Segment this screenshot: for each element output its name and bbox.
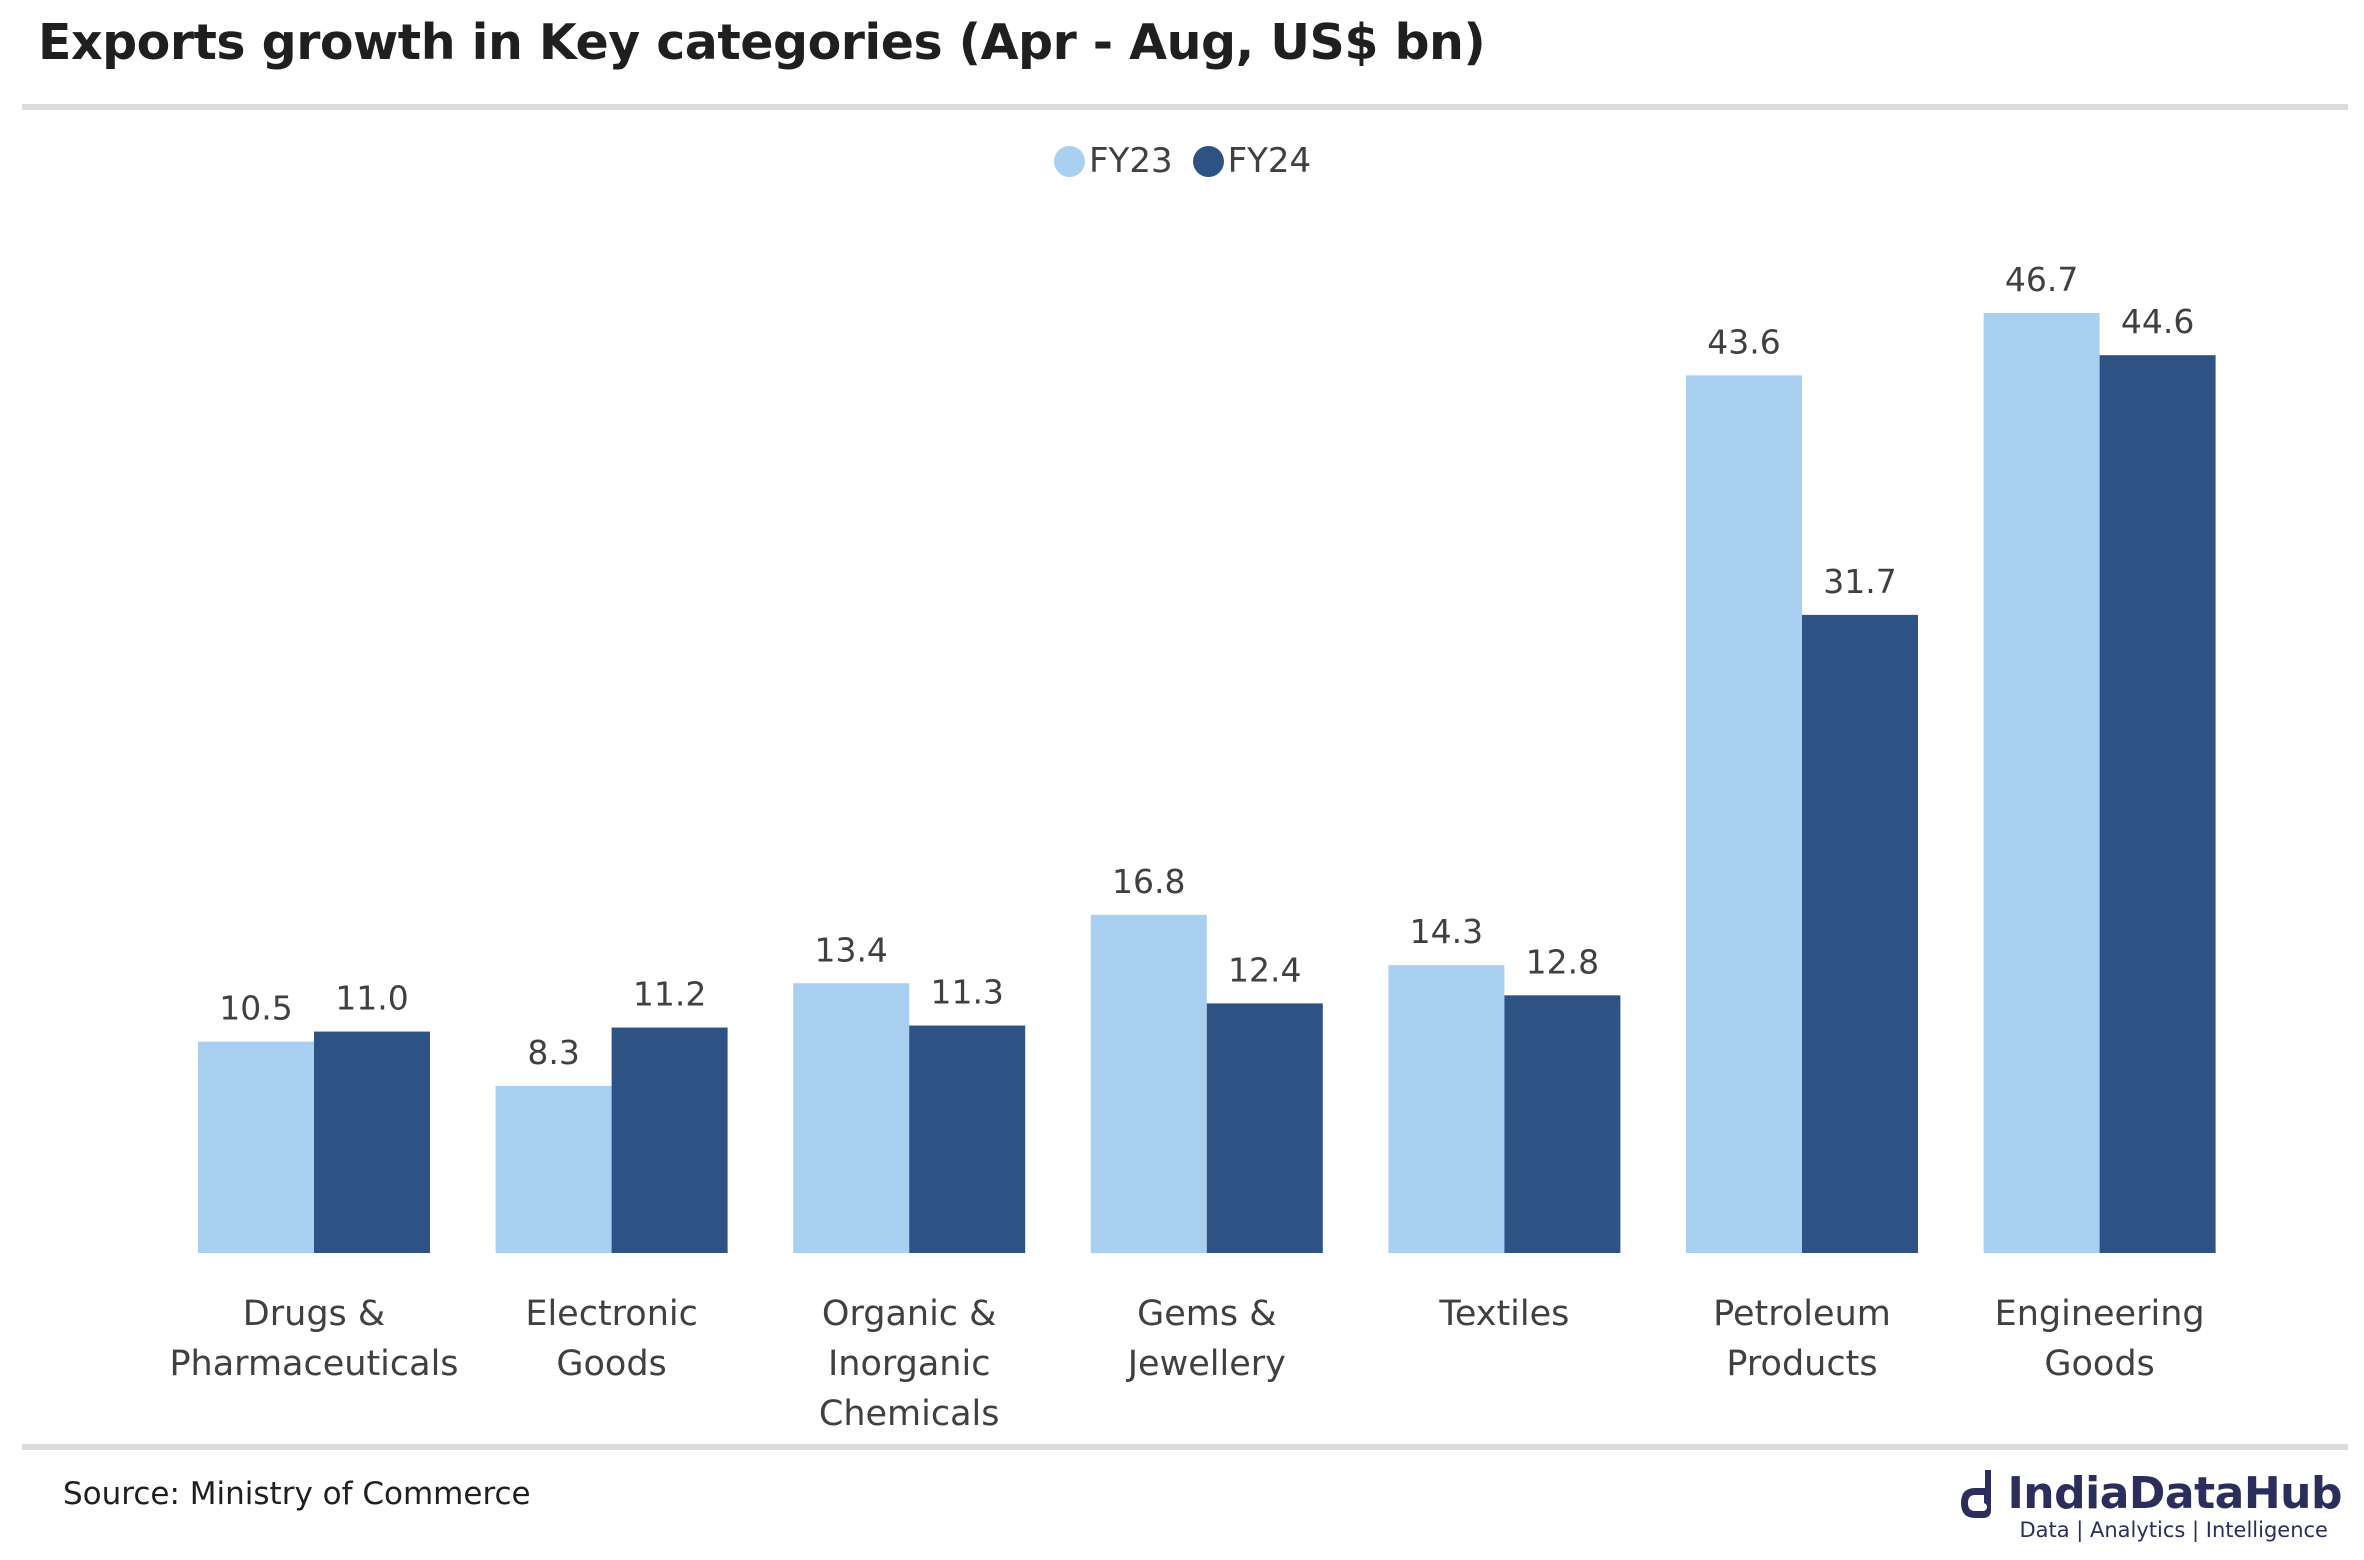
bottom-divider xyxy=(22,1444,2348,1450)
data-label-fy23-organic-inorganic-chemicals: 13.4 xyxy=(814,930,887,969)
bar-fy23-petroleum-products xyxy=(1686,375,1802,1253)
bar-fy23-gems-jewellery xyxy=(1090,914,1207,1253)
legend-swatch-fy24 xyxy=(1192,145,1224,177)
data-label-fy24-petroleum-products: 31.7 xyxy=(1823,562,1896,601)
bar-fy24-drugs-pharmaceuticals xyxy=(314,1031,430,1253)
india-data-hub-logo-icon xyxy=(1961,1470,1992,1518)
top-divider xyxy=(22,104,2348,110)
category-label-petroleum-products: Petroleum Products xyxy=(1713,1294,1891,1384)
bar-fy23-engineering-goods xyxy=(1983,312,2100,1254)
bar-fy24-textiles xyxy=(1504,995,1621,1253)
bar-fy24-organic-inorganic-chemicals xyxy=(909,1025,1026,1253)
data-label-fy23-gems-jewellery: 16.8 xyxy=(1112,862,1185,901)
chart-legend: FY23 FY24 xyxy=(1054,141,1331,181)
data-label-fy24-engineering-goods: 44.6 xyxy=(2121,302,2194,341)
bar-fy23-textiles xyxy=(1388,965,1505,1253)
bar-fy24-petroleum-products xyxy=(1802,614,1918,1253)
brand-tagline: Data | Analytics | Intelligence xyxy=(2019,1518,2328,1542)
bar-fy23-electronic-goods xyxy=(495,1085,612,1253)
data-label-fy23-engineering-goods: 46.7 xyxy=(2005,260,2078,299)
data-label-fy23-drugs-pharmaceuticals: 10.5 xyxy=(219,989,292,1028)
bar-fy23-organic-inorganic-chemicals xyxy=(793,983,910,1253)
data-label-fy23-electronic-goods: 8.3 xyxy=(527,1033,579,1072)
bar-fy24-gems-jewellery xyxy=(1206,1003,1323,1253)
legend-swatch-fy23 xyxy=(1054,145,1085,177)
legend-label-fy23: FY23 xyxy=(1089,141,1173,181)
data-label-fy23-textiles: 14.3 xyxy=(1410,912,1483,951)
data-label-fy24-textiles: 12.8 xyxy=(1526,942,1599,981)
data-label-fy24-gems-jewellery: 12.4 xyxy=(1228,950,1301,989)
category-label-drugs-pharmaceuticals: Drugs & Pharmaceuticals xyxy=(169,1294,458,1384)
data-label-fy24-electronic-goods: 11.2 xyxy=(633,975,706,1014)
legend-item-fy23: FY23 xyxy=(1054,141,1173,181)
category-label-organic-inorganic-chemicals: Organic & Inorganic Chemicals xyxy=(819,1294,1000,1434)
brand-block: IndiaDataHub Data | Analytics | Intellig… xyxy=(1955,1466,2342,1542)
source-note: Source: Ministry of Commerce xyxy=(63,1476,531,1512)
bar-fy24-electronic-goods xyxy=(611,1027,728,1253)
brand-name: IndiaDataHub xyxy=(2007,1467,2342,1519)
legend-label-fy24: FY24 xyxy=(1227,141,1312,181)
category-label-electronic-goods: Electronic Goods xyxy=(525,1294,698,1384)
category-label-textiles: Textiles xyxy=(1438,1294,1569,1334)
bar-fy24-engineering-goods xyxy=(2099,355,2216,1253)
data-label-fy24-drugs-pharmaceuticals: 11.0 xyxy=(335,979,408,1018)
data-label-fy24-organic-inorganic-chemicals: 11.3 xyxy=(930,973,1003,1012)
bar-fy23-drugs-pharmaceuticals xyxy=(198,1041,314,1253)
chart-title: Exports growth in Key categories (Apr - … xyxy=(38,14,1486,71)
data-label-fy23-petroleum-products: 43.6 xyxy=(1707,322,1780,361)
category-label-gems-jewellery: Gems & Jewellery xyxy=(1126,1294,1286,1384)
legend-item-fy24: FY24 xyxy=(1192,141,1312,181)
bar-chart: 10.5 11.0 Drugs & Pharmaceuticals 8.3 11.2 Ele… xyxy=(169,260,2216,1434)
category-label-engineering-goods: Engineering Goods xyxy=(1995,1294,2205,1384)
